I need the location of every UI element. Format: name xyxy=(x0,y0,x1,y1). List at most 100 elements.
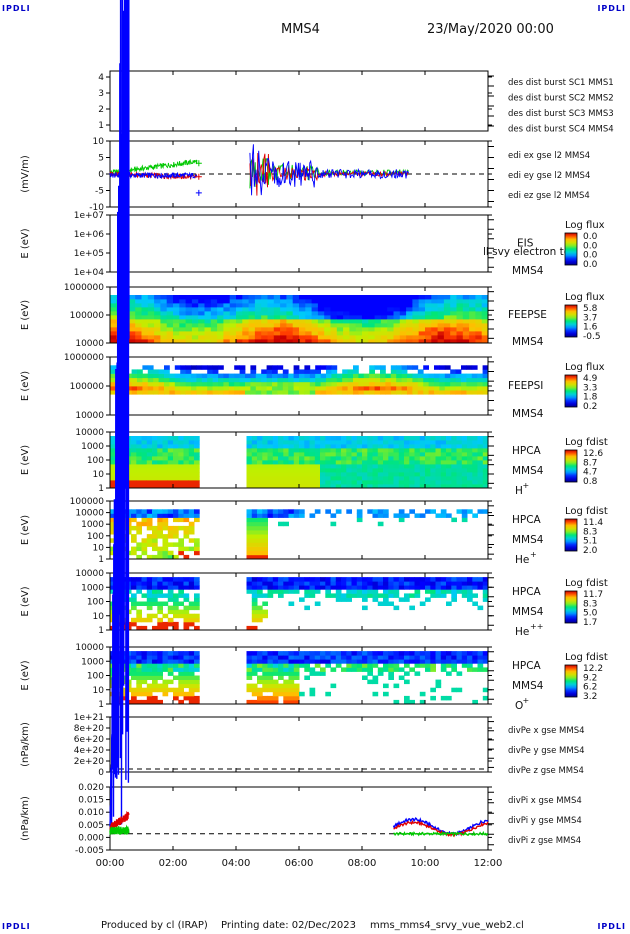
heat-cell xyxy=(398,476,405,481)
heat-cell xyxy=(251,609,258,615)
heat-cell xyxy=(248,335,256,340)
heat-cell xyxy=(451,436,457,441)
heat-cell xyxy=(469,339,476,344)
heat-cell xyxy=(467,581,473,586)
heat-cell xyxy=(261,327,268,332)
heat-cell xyxy=(262,468,268,473)
heat-cell xyxy=(362,472,368,477)
heat-cell xyxy=(110,295,117,300)
heat-cell xyxy=(194,655,200,660)
heat-cell xyxy=(152,687,158,693)
heat-cell xyxy=(272,663,279,668)
heat-cell xyxy=(469,331,476,336)
heat-cell xyxy=(309,651,316,656)
heat-cell xyxy=(358,390,365,395)
heat-cell xyxy=(131,581,137,586)
heat-cell xyxy=(356,472,363,477)
heat-cell xyxy=(185,295,193,300)
heat-cell xyxy=(157,464,163,469)
heat-cell xyxy=(147,373,154,379)
heat-cell xyxy=(477,667,484,672)
heat-cell xyxy=(188,605,195,611)
heat-cell xyxy=(257,691,263,697)
heat-cell xyxy=(362,311,369,316)
heat-cell xyxy=(467,663,473,668)
heat-cell xyxy=(425,480,431,485)
heat-cell xyxy=(128,307,136,312)
heat-cell xyxy=(204,327,212,332)
heat-cell xyxy=(404,679,410,685)
heat-cell xyxy=(343,331,350,336)
heat-cell xyxy=(471,386,478,391)
heat-cell xyxy=(372,577,379,582)
heat-cell xyxy=(425,476,431,481)
heat-cell xyxy=(419,440,426,445)
colorbar-tick-label: 1.8 xyxy=(583,393,598,403)
heat-cell xyxy=(223,335,231,340)
heat-cell xyxy=(387,327,394,332)
heat-cell xyxy=(346,593,352,598)
heat-cell xyxy=(254,299,262,304)
heat-cell xyxy=(425,464,431,469)
heat-cell xyxy=(317,295,325,300)
heat-cell xyxy=(212,365,219,370)
heat-cell xyxy=(167,534,174,539)
heat-cell xyxy=(393,460,400,465)
heat-cell xyxy=(162,484,169,489)
heat-cell xyxy=(324,323,331,328)
heat-cell xyxy=(157,480,163,485)
heat-cell xyxy=(191,390,197,395)
heat-cell xyxy=(183,456,190,461)
heat-cell xyxy=(330,464,337,469)
heat-cell xyxy=(477,663,484,668)
legend-entry: edi ez gse l2 MMS4 xyxy=(508,191,590,201)
heat-cell xyxy=(157,521,163,527)
heat-cell xyxy=(440,444,447,449)
heat-cell xyxy=(272,448,279,453)
heat-cell xyxy=(194,480,200,485)
heat-cell xyxy=(355,327,363,332)
heat-cell xyxy=(412,327,420,332)
heat-cell xyxy=(283,577,289,582)
heat-cell xyxy=(440,452,447,457)
heat-cell xyxy=(137,381,143,387)
heat-cell xyxy=(309,444,316,449)
heat-cell xyxy=(399,327,407,332)
heat-cell xyxy=(292,339,300,344)
heat-cell xyxy=(330,319,338,324)
heat-cell xyxy=(183,655,190,660)
heat-cell xyxy=(434,381,440,387)
corner-label: IPDLI xyxy=(2,922,31,931)
heat-cell xyxy=(320,448,326,453)
heat-cell xyxy=(475,319,483,324)
heat-cell xyxy=(398,440,405,445)
heat-cell xyxy=(472,601,478,606)
heat-cell xyxy=(451,472,457,477)
heat-cell xyxy=(147,369,154,374)
heat-cell xyxy=(131,390,138,395)
heat-cell xyxy=(110,589,116,594)
heat-cell xyxy=(482,593,489,598)
heat-cell xyxy=(393,295,401,300)
heat-cell xyxy=(283,448,289,453)
spectrogram xyxy=(110,577,489,631)
heat-cell xyxy=(272,456,279,461)
heat-cell xyxy=(173,659,179,664)
heat-cell xyxy=(305,311,312,316)
heat-cell xyxy=(351,456,358,461)
heat-cell xyxy=(278,452,284,457)
heat-cell xyxy=(188,683,195,689)
heat-cell xyxy=(246,667,253,672)
heat-cell xyxy=(178,663,184,668)
heat-cell xyxy=(431,335,438,340)
heat-cell xyxy=(173,554,179,560)
heat-cell xyxy=(280,311,287,316)
heat-cell xyxy=(398,667,405,672)
heat-cell xyxy=(372,468,379,473)
heat-cell xyxy=(251,525,258,531)
heat-cell xyxy=(367,663,373,668)
heat-cell xyxy=(467,655,473,660)
heat-cell xyxy=(131,456,137,461)
heat-cell xyxy=(173,339,180,344)
heat-cell xyxy=(257,550,263,556)
